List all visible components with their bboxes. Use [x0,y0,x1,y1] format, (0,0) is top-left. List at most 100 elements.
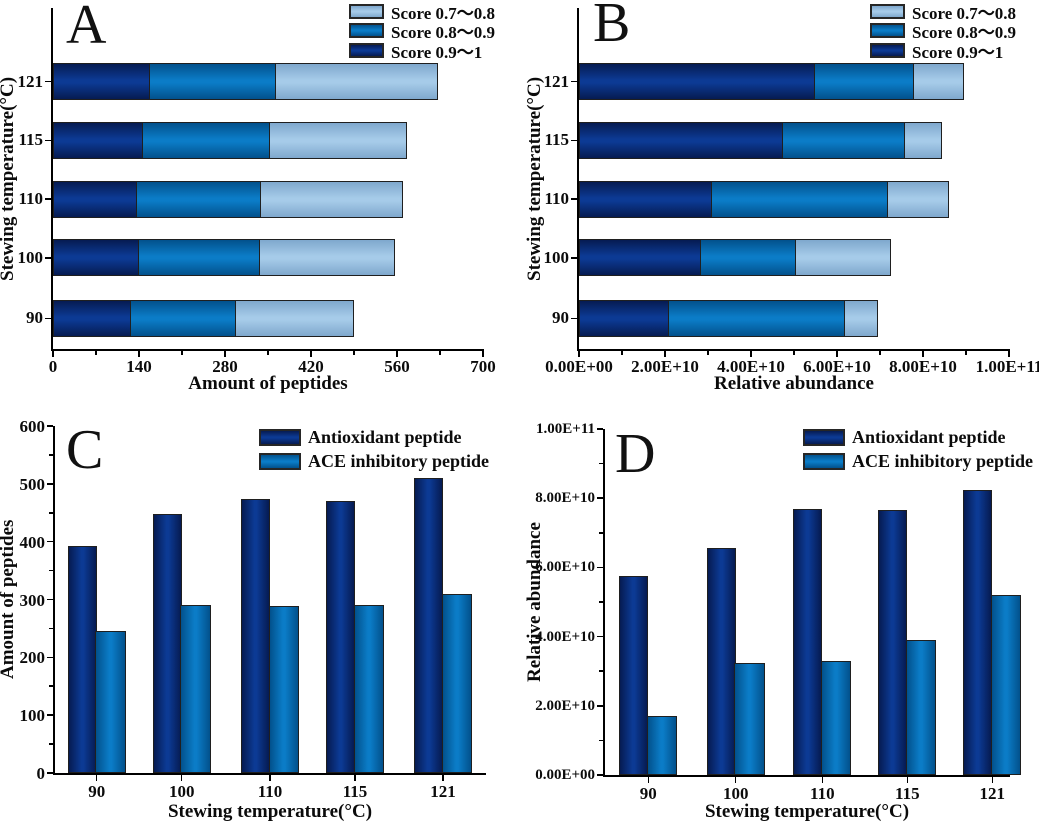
x-category-label: 90 [88,782,106,801]
panel-letter-b: B [593,0,631,54]
plot-area-a: 0 140 280 420 560 700 90 100 110 115 121 [18,8,496,376]
x-tick-label: 140 [126,357,152,376]
bar-segment [579,299,670,337]
x-axis-line [53,773,486,775]
x-minor-tick [707,351,709,355]
y-tick-label: 400 [19,532,46,552]
y-category-tick [45,198,51,200]
bar-segment [667,299,846,337]
bar [706,548,736,775]
legend-label: Score 0.9～1 [912,42,1004,62]
y-axis-line [603,429,605,777]
bar-segment [904,121,943,159]
bar-segment [53,63,151,101]
bar [820,660,852,775]
bar-segment [579,239,702,277]
bar-segment [53,180,138,218]
bar-segment [148,63,277,101]
bar-segment [781,121,906,159]
x-minor-tick [439,351,441,355]
y-axis-title-a: Stewing temperature(°C) [0,76,18,281]
bar-segment [135,180,262,218]
legend-a: Score 0.7～0.8 Score 0.8～0.9 Score 0.9～1 [349,3,495,63]
legend-label: Score 0.7～0.8 [391,3,496,23]
y-axis-line [577,8,579,351]
y-minor-tick [599,532,603,534]
y-tick-label: 300 [19,590,46,610]
x-tick-label: 8.00E+10 [889,357,957,376]
bar-segment [260,180,403,218]
bar-segment [53,121,144,159]
x-major-tick [482,351,484,357]
x-axis-line [51,349,484,351]
legend-row: Score 0.9～1 [349,42,495,62]
y-major-tick [47,425,53,427]
y-major-tick [597,428,603,430]
bar [67,546,97,773]
bar-segment [887,180,949,218]
y-category-tick [45,317,51,320]
x-major-tick [578,351,580,357]
y-category-label: 100 [17,247,44,267]
x-tick-label: 1.00E+11 [975,357,1039,376]
legend-b: Score 0.7～0.8 Score 0.8～0.9 Score 0.9～1 [870,3,1017,63]
x-category-tick [906,777,909,783]
legend-row: Antioxidant peptide [803,427,1033,447]
y-axis-line [51,8,53,351]
bar [241,499,270,773]
bar-segment [579,180,713,218]
bar [963,489,993,775]
bar [268,606,299,773]
y-tick-label: 100 [19,706,46,726]
x-tick-label: 4.00E+10 [717,357,785,376]
y-major-tick [47,483,53,485]
y-tick-label: 2.00E+10 [535,697,595,714]
y-axis-title-b: Stewing temperature(°C) [524,76,545,281]
legend-label: ACE inhibitory peptide [852,451,1034,471]
bar-segment [814,63,915,101]
y-category-tick [45,257,51,259]
y-major-tick [597,635,603,638]
bar-segment [268,121,408,159]
y-category-label: 115 [18,130,43,150]
x-major-tick [836,351,838,357]
x-category-label: 90 [639,784,657,803]
bar [441,593,472,773]
x-major-tick [138,351,140,357]
legend-row: Antioxidant peptide [259,427,489,447]
y-axis-title-d: Relative abundance [524,522,545,682]
x-tick-label: 280 [212,357,238,376]
panel-c: 0 100 200 300 400 500 600 90 100 110 115 121 C Amou… [0,416,519,832]
x-category-tick [991,777,994,783]
bar-segment [710,180,889,218]
y-axis-title-c: Amount of peptides [0,519,18,680]
y-minor-tick [599,601,603,603]
y-tick-label: 4.00E+10 [535,628,595,645]
bar [180,604,211,773]
x-minor-tick [879,351,881,355]
y-minor-tick [49,627,53,630]
x-axis-title-a: Amount of peptides [188,373,348,394]
y-minor-tick [599,670,603,672]
y-axis-line [53,426,55,775]
x-minor-tick [267,351,269,355]
legend-label: Antioxidant peptide [852,427,1006,447]
bar [353,604,384,773]
bar [95,631,126,773]
legend-label: Score 0.8～0.9 [912,23,1017,43]
y-tick-label: 500 [19,474,46,494]
x-major-tick [750,351,752,357]
bar [990,595,1022,775]
bar [152,514,182,773]
y-major-tick [47,714,53,716]
panel-letter-c: C [66,419,104,481]
legend-row: ACE inhibitory peptide [803,451,1034,471]
x-major-tick [310,351,312,357]
legend-d: Antioxidant peptide ACE inhibitory peptid… [803,427,1034,477]
bar [905,640,937,775]
legend-swatch [803,453,845,470]
y-major-tick [597,566,603,569]
legend-row: Score 0.7～0.8 [870,3,1016,23]
x-minor-tick [965,351,967,355]
